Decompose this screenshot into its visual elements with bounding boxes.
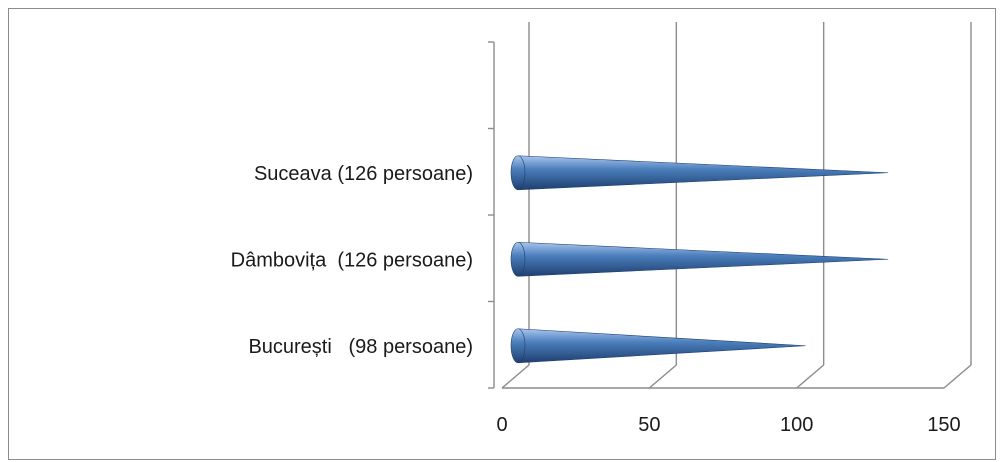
cone-base xyxy=(510,328,526,364)
cone-base xyxy=(510,155,526,191)
category-labels: București (98 persoane) Dâmbovița (126 pe… xyxy=(231,163,473,358)
cone-body xyxy=(517,155,889,191)
cone-body xyxy=(517,241,889,277)
floor-connector-150 xyxy=(943,364,972,389)
category-label: București (98 persoane) xyxy=(248,336,473,358)
bars xyxy=(510,155,889,364)
chart-frame xyxy=(8,8,996,460)
axes xyxy=(488,41,944,389)
x-tick-label: 0 xyxy=(496,414,507,436)
x-tick-label: 50 xyxy=(638,414,660,436)
x-tick-labels: 0 50 100 150 xyxy=(496,414,960,436)
cone-bar xyxy=(510,241,889,277)
category-label: Suceava (126 persoane) xyxy=(254,163,473,185)
cone-base xyxy=(510,241,526,277)
x-tick-label: 100 xyxy=(780,414,813,436)
gridlines xyxy=(501,22,972,389)
cone-bar xyxy=(510,155,889,191)
cone-bar xyxy=(510,328,806,364)
floor-connector-100 xyxy=(796,364,825,389)
floor-connector-50 xyxy=(648,364,677,389)
floor-connector-0 xyxy=(501,364,530,389)
cone-body xyxy=(517,328,806,364)
x-tick-label: 150 xyxy=(927,414,960,436)
category-label: Dâmbovița (126 persoane) xyxy=(231,249,473,271)
